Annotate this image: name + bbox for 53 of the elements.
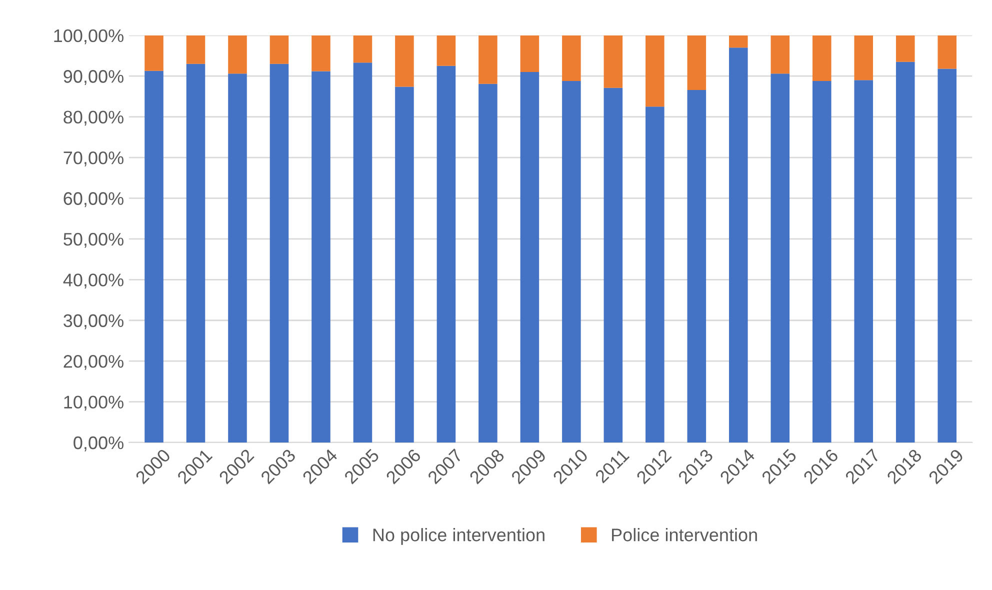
y-tick-label: 30,00% [64, 314, 124, 330]
legend-label: Police intervention [612, 528, 757, 542]
bar [395, 35, 414, 87]
bar [395, 86, 414, 442]
bar [562, 35, 581, 81]
y-tick-label: 40,00% [63, 274, 124, 289]
bar [436, 35, 456, 66]
y-tick-label: 70,00% [64, 151, 124, 166]
bar [604, 88, 623, 442]
bar [896, 35, 915, 62]
bar [729, 48, 748, 442]
bar [604, 35, 623, 88]
bar [812, 80, 832, 442]
y-tick-label: 20,00% [64, 355, 124, 370]
bar [436, 66, 456, 442]
bar [687, 35, 706, 90]
y-tick-label: 60,00% [64, 192, 124, 208]
bar [478, 35, 498, 84]
y-tick-label: 100,00% [54, 29, 124, 44]
bar [854, 80, 874, 442]
bar [228, 74, 247, 442]
bar [144, 35, 164, 71]
bar [353, 35, 372, 63]
bar [270, 35, 289, 64]
bar [729, 35, 748, 48]
bar [854, 35, 874, 80]
bar [228, 35, 247, 74]
bar [770, 35, 790, 74]
y-tick-label: 80,00% [64, 110, 124, 126]
bar [520, 35, 540, 72]
bar [938, 68, 957, 442]
bar [562, 80, 581, 442]
bar [144, 70, 164, 442]
bar [938, 35, 957, 69]
y-tick-label: 90,00% [64, 70, 124, 85]
bar [770, 74, 790, 442]
bar [646, 106, 664, 442]
bar [186, 35, 206, 64]
bar [646, 35, 664, 107]
bar [312, 71, 330, 442]
bar [478, 84, 498, 442]
y-tick-label: 10,00% [64, 396, 124, 411]
bar [520, 72, 540, 442]
bar [812, 35, 832, 81]
bar [353, 62, 372, 442]
bar [687, 90, 706, 442]
legend-label: No police intervention [373, 528, 544, 545]
bar [312, 35, 330, 72]
y-tick-label: 0,00% [74, 436, 124, 452]
bar [186, 64, 206, 442]
bar [896, 62, 915, 442]
y-tick-label: 50,00% [64, 232, 124, 248]
bar [270, 64, 289, 442]
